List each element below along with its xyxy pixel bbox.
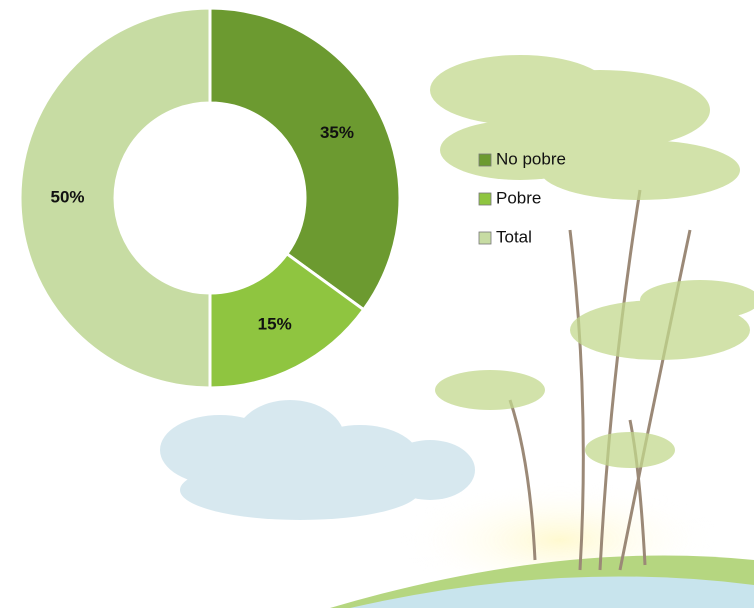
legend-label: Total bbox=[496, 227, 532, 246]
data-label: 50% bbox=[50, 187, 84, 206]
legend-swatch bbox=[478, 231, 492, 245]
slice bbox=[208, 6, 402, 312]
legend-label: No pobre bbox=[496, 149, 566, 168]
legend-swatch bbox=[478, 153, 492, 167]
data-label: 35% bbox=[320, 123, 354, 142]
data-label: 15% bbox=[258, 314, 292, 333]
background-art bbox=[160, 55, 754, 608]
legend-label: Pobre bbox=[496, 188, 541, 207]
donut: 35% 15% 50% bbox=[18, 6, 402, 390]
legend: No pobre Pobre Total bbox=[478, 149, 566, 246]
legend-swatch bbox=[478, 192, 492, 206]
slice bbox=[18, 6, 212, 390]
